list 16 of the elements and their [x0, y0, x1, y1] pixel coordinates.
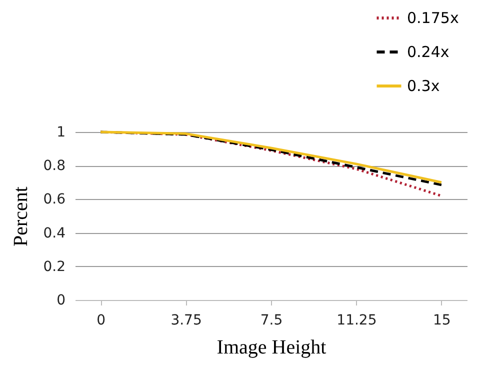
y-tick-label: 0.2 — [43, 258, 66, 275]
legend-label: 0.24x — [407, 43, 450, 61]
x-tick-label: 11.25 — [336, 312, 377, 328]
x-tick-label: 7.5 — [260, 312, 283, 328]
x-axis-title: Image Height — [216, 336, 327, 358]
x-tick-label: 15 — [433, 312, 451, 328]
x-tick-label: 0 — [96, 312, 106, 328]
y-tick-label: 0 — [56, 292, 66, 308]
y-tick-label: 0.4 — [43, 225, 66, 242]
y-tick-label: 0.8 — [43, 158, 66, 174]
legend-label: 0.175x — [407, 9, 459, 27]
x-tick-label: 3.75 — [170, 312, 202, 328]
y-tick-label: 1 — [56, 124, 66, 140]
y-axis-title: Percent — [10, 186, 32, 246]
y-tick-label: 0.6 — [43, 192, 66, 208]
legend-label: 0.3x — [407, 77, 440, 95]
